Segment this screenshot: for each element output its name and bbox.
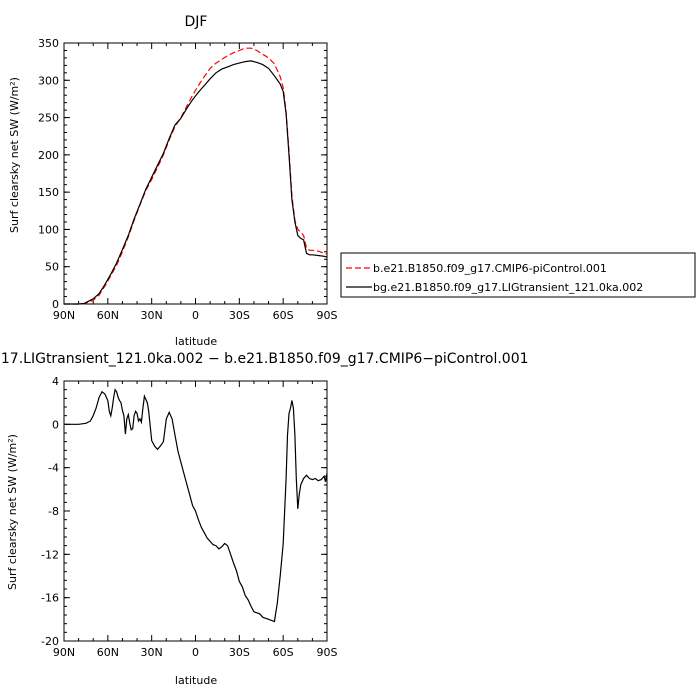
legend-label-1: bg.e21.B1850.f09_g17.LIGtransient_121.0k… — [373, 281, 643, 294]
top-ytick-label: 100 — [38, 223, 59, 236]
top-ytick-label: 300 — [38, 74, 59, 87]
bottom-ytick-label: -4 — [48, 462, 59, 475]
top-chart-ylabel: Surf clearsky net SW (W/m²) — [8, 77, 21, 233]
legend-box — [340, 252, 696, 298]
top-series-line-1 — [64, 60, 328, 305]
top-chart-title: DJF — [185, 14, 208, 30]
top-chart: DJF 90N 60N 30N 0 30S 60S 90S 0 50 100 150 200 250 30… — [8, 14, 696, 348]
bottom-ytick-label: 0 — [52, 418, 59, 431]
top-ytick-label: 150 — [38, 186, 59, 199]
top-xtick-label: 30N — [141, 309, 163, 322]
bottom-chart-xlabel: latitude — [175, 674, 217, 687]
bottom-xtick-label: 30N — [141, 646, 163, 659]
top-chart-xlabel: latitude — [175, 335, 217, 348]
bottom-xtick-label: 90N — [53, 646, 75, 659]
bottom-ytick-label: 4 — [52, 375, 59, 388]
top-chart-axes: 90N 60N 30N 0 30S 60S 90S 0 50 100 150 200 250 300 350 — [38, 37, 338, 322]
bottom-ytick-label: -12 — [41, 548, 59, 561]
top-ytick-label: 0 — [52, 298, 59, 311]
top-xtick-label: 60N — [97, 309, 119, 322]
bottom-chart: bg.e21.B1850.f09_g17.LIGtransient_121.0k… — [0, 351, 529, 687]
top-xtick-label: 0 — [192, 309, 199, 322]
top-series-line-0 — [64, 47, 328, 305]
top-chart-legend: b.e21.B1850.f09_g17.CMIP6-piControl.001b… — [340, 252, 696, 298]
top-xtick-label: 90N — [53, 309, 75, 322]
bottom-chart-axes: 90N 60N 30N 0 30S 60S 90S -20 -16 -12 -8 -4 0 4 — [41, 375, 337, 659]
top-ytick-label: 200 — [38, 149, 59, 162]
bottom-chart-ylabel: Surf clearsky net SW (W/m²) — [6, 434, 19, 590]
bottom-xtick-label: 90S — [317, 646, 338, 659]
bottom-xtick-label: 30S — [229, 646, 250, 659]
bottom-xtick-label: 60N — [97, 646, 119, 659]
bottom-ytick-label: -20 — [41, 635, 59, 648]
bottom-series-line-0 — [64, 388, 328, 623]
bottom-ytick-label: -16 — [41, 592, 59, 605]
top-ytick-label: 350 — [38, 37, 59, 50]
bottom-ytick-label: -8 — [48, 505, 59, 518]
top-xtick-label: 30S — [229, 309, 250, 322]
bottom-xtick-label: 0 — [192, 646, 199, 659]
bottom-chart-title: bg.e21.B1850.f09_g17.LIGtransient_121.0k… — [0, 351, 529, 367]
top-plot-frame — [63, 42, 328, 305]
top-ytick-label: 50 — [45, 261, 59, 274]
legend-label-0: b.e21.B1850.f09_g17.CMIP6-piControl.001 — [373, 262, 607, 275]
top-xtick-label: 60S — [273, 309, 294, 322]
top-ytick-label: 250 — [38, 112, 59, 125]
bottom-xtick-label: 60S — [273, 646, 294, 659]
top-xtick-label: 90S — [317, 309, 338, 322]
